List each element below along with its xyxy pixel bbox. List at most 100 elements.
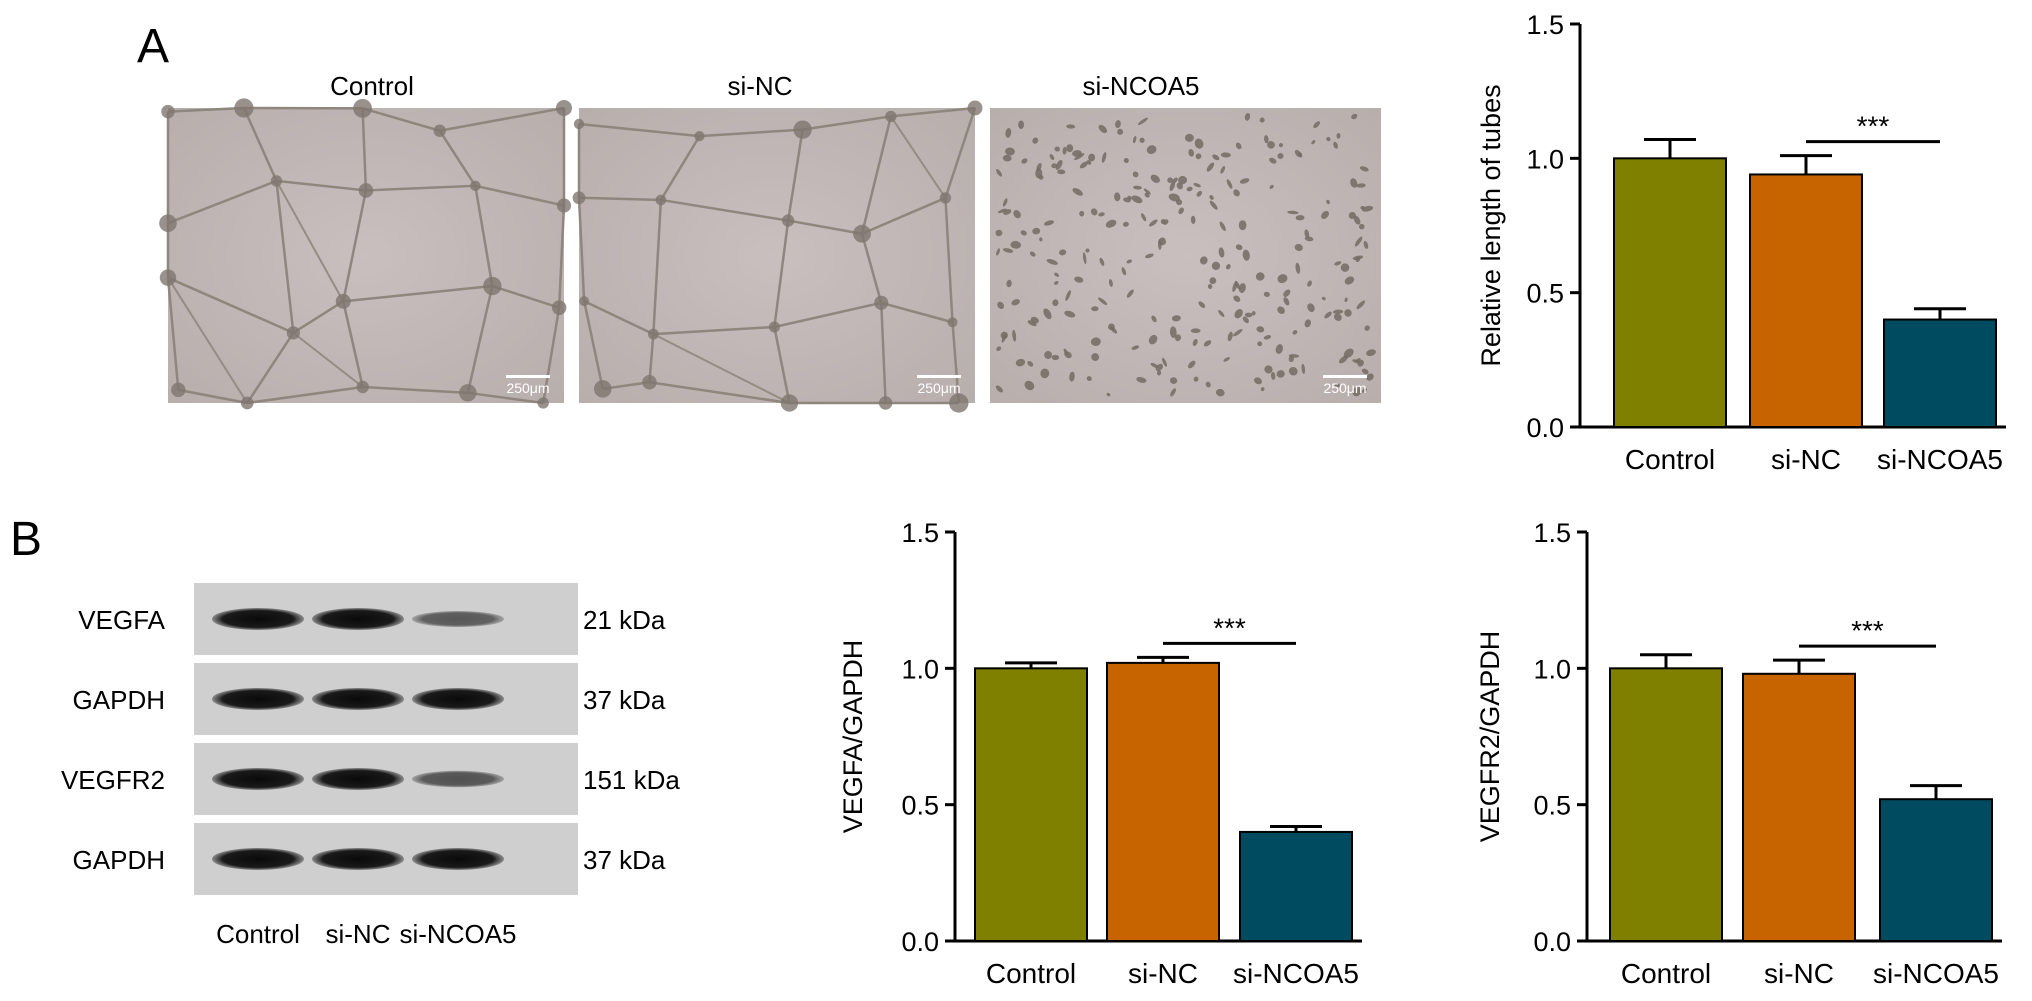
scattered-cell [1203,340,1212,347]
scattered-cell [1029,251,1036,257]
cell-cluster [572,191,586,205]
scattered-cell [1225,264,1231,270]
scattered-cell [1044,220,1055,226]
scattered-cell [1021,158,1028,164]
micrograph-label-control: Control [330,71,414,101]
tube-segment [787,219,863,235]
scattered-cell [1242,249,1250,261]
scattered-cell [1051,354,1060,361]
cell-cluster [939,192,952,204]
scattered-cell [1046,259,1058,265]
scattered-cell [1358,223,1365,230]
y-tick-label: 0.5 [1526,279,1564,309]
scattered-cell [1215,388,1225,397]
cell-cluster [286,326,300,340]
scattered-cell [1269,157,1277,164]
scattered-cell [1188,149,1194,157]
scattered-cell [1086,376,1092,382]
scattered-cell [1356,300,1366,310]
y-tick-label: 0.0 [1526,413,1564,443]
blot-band [412,688,504,710]
scattered-cell [1239,178,1250,184]
scattered-cell [1333,141,1338,149]
scattered-cell [1366,373,1374,381]
scattered-cell [1002,248,1014,253]
scattered-cell [1324,311,1332,319]
tube-segment [292,300,344,334]
blot-band [412,610,504,628]
chart-vegfa-gapdh: 0.0 0.5 1.0 1.5 VEGFA/GAPDH Control si-NC si-NC… [838,518,1362,989]
scattered-cell [1220,165,1226,174]
scattered-cell [1027,361,1034,367]
scattered-cell [1283,289,1291,297]
cell-cluster [780,394,799,412]
scattered-cell [1054,146,1061,152]
y-tick-label: 0.0 [1533,927,1571,957]
scattered-cell [1193,376,1199,382]
tube-segment [362,385,468,395]
scattered-cell [1150,174,1160,183]
tube-segment [178,388,248,405]
tube-segment [652,199,663,335]
scattered-cell [1207,283,1213,289]
scattered-cell [1158,237,1167,246]
scattered-cell [1235,244,1243,251]
scattered-cell [996,169,1003,177]
blot-protein-label: GAPDH [73,685,165,715]
tube-segment [861,196,946,235]
scattered-cell [1148,334,1158,345]
scattered-cell [1126,259,1133,264]
scattered-cell [1032,227,1041,235]
scattered-cell [1354,236,1363,247]
scattered-cell [1055,160,1063,170]
y-tick-label: 1.5 [1533,518,1571,548]
micrograph-background [579,108,975,403]
scattered-cell [1157,370,1162,376]
scattered-cell [1006,279,1012,288]
scattered-cell [1066,144,1074,153]
blot-kda-label: 37 kDa [583,845,666,875]
scattered-cell [1304,229,1310,239]
blot-band [212,768,304,790]
x-tick-label: si-NCOA5 [1233,958,1359,989]
scattered-cell [1038,175,1044,180]
tube-segment [246,332,295,404]
y-axis-label: Relative length of tubes [1476,84,1506,366]
scattered-cell [1209,195,1214,200]
scale-bar-line [506,375,550,378]
significance-label: *** [1857,111,1890,142]
tube-segment [167,277,249,404]
scattered-cell [1032,137,1039,144]
scattered-cell [1051,163,1057,169]
micrograph-label-si-nc: si-NC [728,71,793,101]
scattered-cell [1018,120,1024,129]
blot-band [212,848,304,870]
scattered-cell [1277,152,1284,159]
scattered-cell [1344,276,1355,285]
scattered-cell [1066,124,1076,129]
scattered-cell [1065,290,1071,301]
scattered-cell [1074,153,1085,161]
scattered-cell [1218,310,1225,318]
tube-segment [167,106,244,113]
tube-segment [275,180,345,302]
cell-cluster [655,194,667,206]
tube-segment [944,197,954,323]
tube-segment [890,115,947,199]
scattered-cell [1082,252,1087,265]
significance-label: *** [1851,615,1884,646]
scattered-cell [1352,359,1360,364]
scattered-cell [1359,166,1369,172]
scattered-cell [1101,152,1107,163]
scattered-cell [1259,117,1265,123]
scattered-cell [1091,306,1099,312]
scattered-cell [1144,253,1154,259]
tube-segment [439,106,565,132]
bar [1883,318,1997,428]
scattered-cell [1139,137,1145,143]
scattered-cell [1267,141,1275,149]
scattered-cell [1074,276,1084,283]
scattered-cell [1005,127,1012,138]
tube-segment [577,197,586,302]
